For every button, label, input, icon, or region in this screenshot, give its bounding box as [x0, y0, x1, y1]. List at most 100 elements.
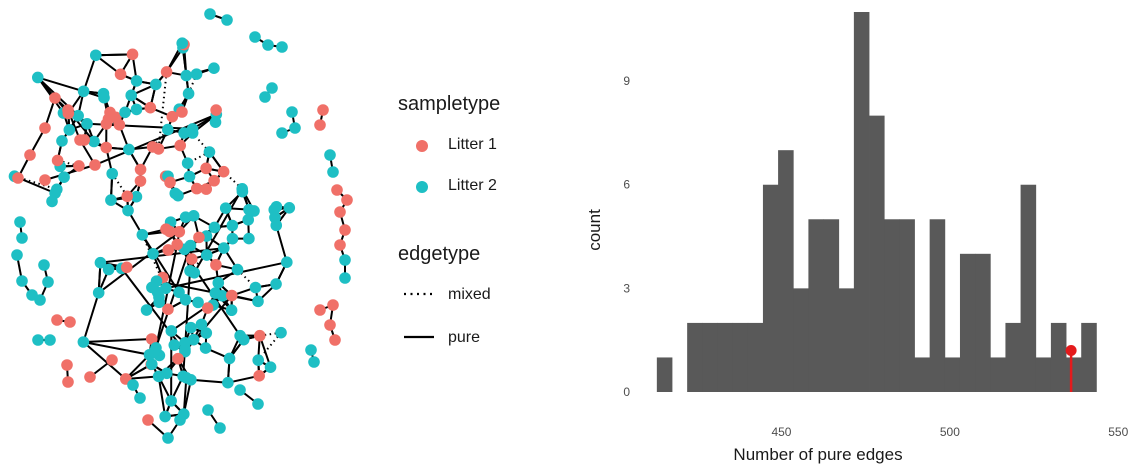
- network-node: [137, 229, 149, 241]
- network-node: [252, 354, 264, 366]
- network-node: [49, 92, 61, 104]
- histogram-bar: [945, 357, 961, 392]
- network-node: [56, 135, 68, 147]
- network-node: [121, 262, 133, 274]
- network-node: [147, 141, 159, 153]
- network-node: [174, 140, 186, 152]
- network-node: [95, 257, 107, 269]
- network-node: [44, 334, 56, 346]
- network-node: [259, 91, 271, 103]
- histogram-bar: [1051, 323, 1067, 392]
- network-node: [122, 205, 134, 217]
- network-node: [271, 201, 283, 213]
- network-node: [218, 242, 230, 254]
- histogram-bar: [793, 288, 809, 392]
- network-node: [327, 166, 339, 178]
- network-node: [103, 113, 115, 125]
- network-node: [214, 422, 226, 434]
- network-node: [32, 72, 44, 84]
- network-node: [172, 353, 184, 365]
- histogram-bar: [899, 219, 915, 392]
- network-node: [64, 316, 76, 328]
- network-node: [127, 379, 139, 391]
- network-node: [81, 118, 93, 130]
- network-node: [210, 287, 222, 299]
- network-node: [192, 297, 204, 309]
- network-node: [73, 160, 85, 172]
- network-node: [39, 122, 51, 134]
- network-node: [166, 325, 178, 337]
- network-node: [74, 134, 86, 146]
- x-tick-label: 500: [940, 425, 960, 439]
- histogram-bar: [1036, 357, 1052, 392]
- network-node: [90, 49, 102, 61]
- network-node: [193, 232, 205, 244]
- network-node: [150, 79, 162, 91]
- histogram-bar: [778, 150, 794, 392]
- network-node: [39, 174, 51, 186]
- histogram-bar: [657, 357, 673, 392]
- network-node: [16, 232, 28, 244]
- network-node: [51, 314, 63, 326]
- network-node: [98, 92, 110, 104]
- network-node: [289, 122, 301, 134]
- network-graph: [0, 0, 380, 465]
- network-edge-pure: [83, 339, 151, 342]
- network-node: [184, 171, 196, 183]
- network-node: [237, 186, 249, 198]
- histogram-bar: [808, 219, 824, 392]
- network-node: [276, 127, 288, 139]
- network-node: [221, 14, 233, 26]
- histogram-bar: [702, 323, 718, 392]
- network-node: [62, 104, 74, 116]
- network-node: [174, 414, 186, 426]
- network-node: [181, 70, 193, 82]
- network-node: [125, 90, 137, 102]
- network-node: [162, 124, 174, 136]
- network-node: [165, 395, 177, 407]
- network-node: [181, 372, 193, 384]
- histogram-bar: [930, 219, 946, 392]
- network-node: [220, 202, 232, 214]
- network-node: [182, 157, 194, 169]
- network-node: [38, 259, 50, 271]
- network-node: [131, 75, 143, 87]
- network-node: [341, 194, 353, 206]
- network-node: [100, 142, 112, 154]
- network-node: [162, 432, 174, 444]
- network-node: [119, 107, 131, 119]
- network-node: [46, 196, 58, 208]
- network-node: [329, 334, 341, 346]
- histogram-bar: [884, 219, 900, 392]
- network-node: [189, 267, 201, 279]
- network-node: [200, 163, 212, 175]
- network-node: [210, 259, 222, 271]
- network-node: [146, 282, 158, 294]
- network-node: [185, 322, 197, 334]
- network-node: [314, 304, 326, 316]
- network-node: [93, 287, 105, 299]
- histogram-bar: [763, 185, 779, 392]
- network-node: [227, 220, 239, 232]
- network-node: [186, 253, 198, 265]
- network-node: [208, 62, 220, 74]
- histogram-bar: [733, 323, 749, 392]
- histogram-bar: [1066, 357, 1082, 392]
- network-node: [12, 172, 24, 184]
- network-node: [334, 239, 346, 251]
- network-node: [84, 371, 96, 383]
- network-node: [339, 224, 351, 236]
- network-edge-pure: [83, 342, 149, 355]
- network-node: [115, 68, 127, 80]
- network-node: [334, 206, 346, 218]
- network-node: [159, 411, 171, 423]
- network-node: [201, 249, 213, 261]
- histogram-bar: [975, 254, 991, 392]
- network-node: [226, 290, 238, 302]
- network-node: [52, 155, 64, 167]
- network-node: [242, 214, 254, 226]
- y-tick-label: 0: [623, 385, 630, 399]
- network-node: [204, 146, 216, 158]
- network-node: [42, 276, 54, 288]
- network-node: [339, 254, 351, 266]
